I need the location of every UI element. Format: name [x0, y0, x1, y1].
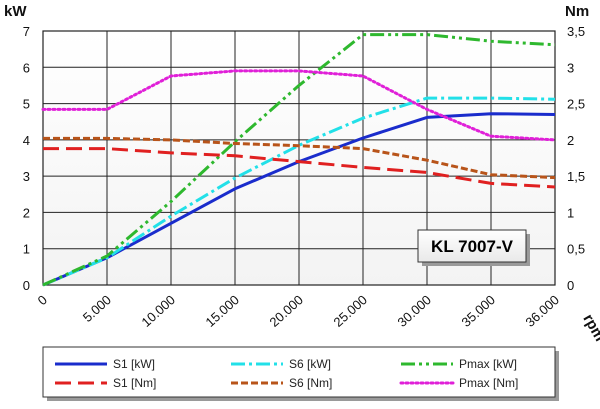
- x-tick-label: 35.000: [458, 292, 498, 330]
- series-points-s6-nm: [42, 138, 556, 178]
- x-tick-label: 25.000: [330, 292, 370, 330]
- y-left-axis-title: kW: [4, 3, 27, 20]
- y-right-tick-label: 3: [567, 60, 574, 75]
- y-right-tick-label: 1,5: [567, 169, 585, 184]
- y-left-tick-label: 0: [23, 278, 30, 293]
- y-left-tick-label: 7: [23, 24, 30, 39]
- x-axis-title: rpm: [579, 311, 600, 344]
- y-right-tick-label: 2,5: [567, 97, 585, 112]
- y-left-tick-label: 5: [23, 97, 30, 112]
- y-right-tick-label: 1: [567, 205, 574, 220]
- x-tick-label: 0: [35, 292, 50, 308]
- legend-label: S6 [kW]: [289, 357, 331, 371]
- x-tick-label: 20.000: [266, 292, 306, 330]
- series-points-s1-nm: [42, 148, 556, 188]
- x-tick-label: 30.000: [394, 292, 434, 330]
- legend-label: S1 [kW]: [113, 357, 155, 371]
- y-right-tick-label: 2: [567, 133, 574, 148]
- series-line-s1-nm: [43, 147, 556, 189]
- annotation-box: [417, 229, 527, 263]
- x-tick-label: 10.000: [138, 292, 178, 330]
- y-left-tick-label: 6: [23, 60, 30, 75]
- series-points-pmax-nm: [42, 70, 556, 140]
- series-points-pmax-kw: [42, 34, 556, 286]
- legend-label: Pmax [Nm]: [459, 376, 518, 390]
- x-tick-label: 36.000: [522, 292, 562, 330]
- series-line-pmax-nm: [41, 69, 557, 142]
- legend-box: [42, 346, 556, 398]
- x-tick-label: 15.000: [202, 292, 242, 330]
- x-tick-label: 5.000: [80, 292, 114, 325]
- y-right-tick-label: 3,5: [567, 24, 585, 39]
- legend-label: Pmax [kW]: [459, 357, 517, 371]
- y-right-tick-label: 0,5: [567, 242, 585, 257]
- plot-border: [42, 30, 556, 286]
- y-left-tick-label: 1: [23, 242, 30, 257]
- annotation-label: KL 7007-V: [431, 237, 514, 256]
- y-right-axis-title: Nm: [565, 3, 589, 20]
- series-line-pmax-kw: [42, 33, 556, 287]
- y-left-tick-label: 3: [23, 169, 30, 184]
- series-line-s6-nm: [43, 136, 556, 180]
- legend-label: S6 [Nm]: [289, 376, 332, 390]
- y-right-tick-label: 0: [567, 278, 574, 293]
- y-left-tick-label: 2: [23, 205, 30, 220]
- y-left-tick-label: 4: [23, 133, 30, 148]
- series-line-s6-kw: [42, 96, 556, 287]
- legend-label: S1 [Nm]: [113, 376, 156, 390]
